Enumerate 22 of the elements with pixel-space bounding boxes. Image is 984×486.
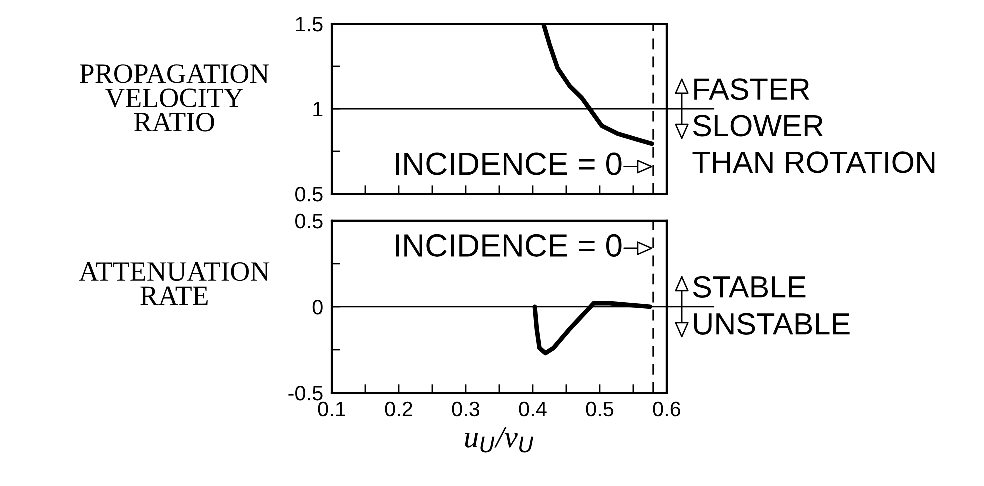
y-tick-label: 0.5 xyxy=(296,214,323,229)
x-tick-label: 0.1 xyxy=(318,402,346,417)
text: STABLE xyxy=(693,276,806,298)
annotation: INCIDENCE = 0 xyxy=(396,234,622,258)
text: THAN ROTATION xyxy=(692,152,935,174)
y-tick-label: 1.5 xyxy=(296,17,323,32)
x-axis-title: u$_{U}$/v$_{U}$ xyxy=(465,427,534,453)
x-tick-label: 0.3 xyxy=(452,402,480,417)
y-axis-title: ATTENUATION RATE xyxy=(79,262,270,306)
y-axis-title: PROPAGATION VELOCITY RATIO xyxy=(80,64,270,132)
x-tick-label: 0.2 xyxy=(385,402,412,417)
y-tick-label: 0 xyxy=(312,300,323,315)
y-tick-label: -0.5 xyxy=(288,386,323,401)
x-tick-label: 0.4 xyxy=(519,402,547,417)
annotation: INCIDENCE = 0 xyxy=(396,152,622,176)
x-tick-label: 0.5 xyxy=(586,402,614,417)
text: FASTER xyxy=(694,78,810,100)
y-tick-label: 0.5 xyxy=(296,187,323,202)
y-tick-label: 1 xyxy=(314,102,323,117)
text: UNSTABLE xyxy=(694,313,850,335)
x-tick-label: 0.6 xyxy=(653,402,681,417)
text: SLOWER xyxy=(693,115,824,137)
